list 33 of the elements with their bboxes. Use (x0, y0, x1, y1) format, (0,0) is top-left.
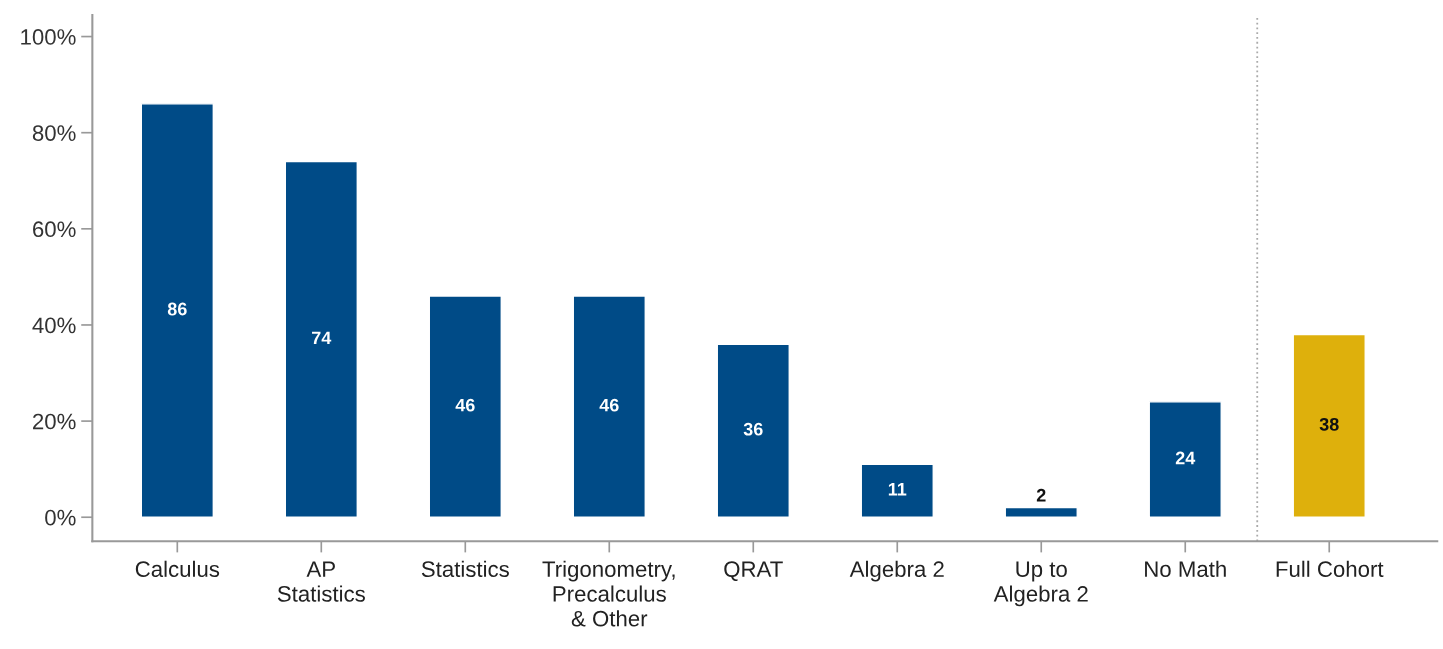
bar (1004, 506, 1078, 518)
bar (1292, 333, 1366, 518)
x-tick-label: QRAT (724, 561, 783, 582)
y-tick-label: 60% (33, 221, 76, 238)
x-tick-label: Up to Algebra 2 (993, 561, 1088, 607)
data-label: 11 (888, 483, 907, 496)
bar (140, 103, 214, 518)
bar (1148, 401, 1222, 518)
data-label: 36 (743, 422, 763, 436)
y-tick-label: 40% (32, 317, 76, 334)
y-tick-label: 80% (32, 125, 76, 141)
data-label: 2 (1036, 488, 1046, 502)
bar (428, 295, 502, 518)
x-tick-label: Algebra 2 (849, 560, 944, 582)
data-label: 46 (455, 398, 475, 412)
y-tick-label: 100% (21, 29, 76, 45)
data-label: 24 (1175, 451, 1196, 465)
x-tick-label: Statistics (421, 560, 509, 578)
data-label: 38 (1319, 417, 1339, 431)
data-label: 46 (599, 398, 619, 412)
x-tick-label: Full Cohort (1276, 560, 1384, 578)
bar (572, 295, 646, 518)
x-tick-label: Calculus (135, 560, 220, 578)
y-tick-label: 0% (45, 509, 76, 526)
bar (860, 463, 934, 518)
data-label: 86 (167, 302, 187, 316)
x-tick-label: AP Statistics (277, 561, 365, 602)
data-label: 74 (312, 331, 332, 345)
x-tick-label: Trigonometry, Precalculus & Other (542, 560, 675, 627)
bar (716, 343, 790, 518)
y-tick-label: 20% (33, 413, 76, 430)
x-tick-label: No Math (1145, 560, 1226, 578)
bar (284, 160, 358, 518)
